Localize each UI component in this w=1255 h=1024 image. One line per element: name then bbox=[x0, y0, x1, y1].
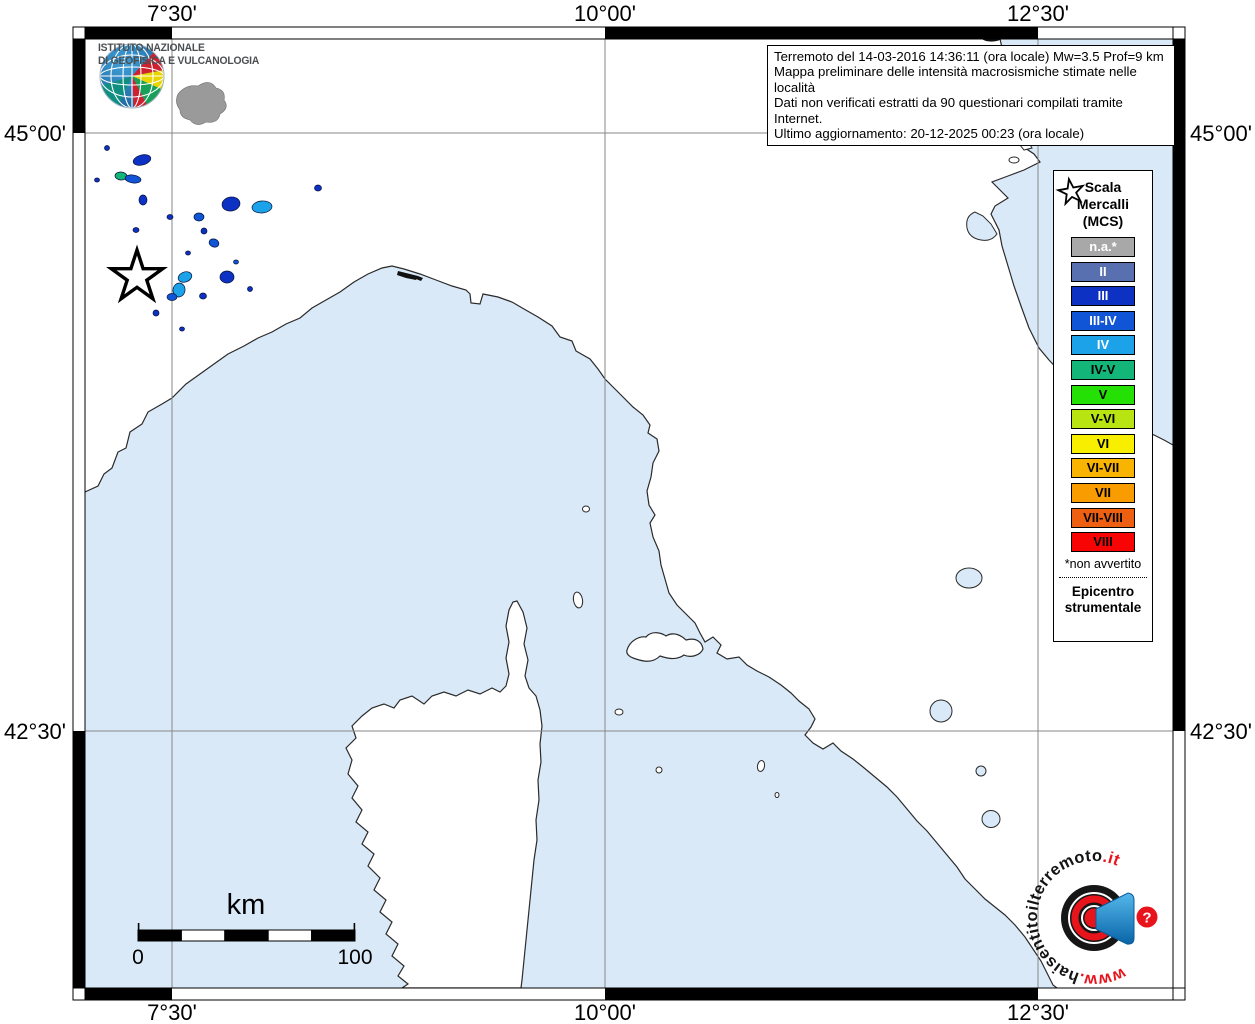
locality-blob bbox=[219, 270, 235, 284]
lagoon-comacchio bbox=[966, 211, 998, 241]
locality-blob bbox=[193, 212, 205, 222]
legend-epicenter-line1: Epicentro bbox=[1071, 583, 1135, 599]
locality-blob bbox=[247, 286, 253, 292]
island-giannutri bbox=[774, 792, 780, 798]
question-badge bbox=[1136, 906, 1158, 928]
scale-unit-label: km bbox=[226, 889, 266, 921]
lake-bolsena bbox=[929, 699, 953, 723]
lagoon-island bbox=[1008, 156, 1020, 164]
legend-title-line3: (MCS) bbox=[1082, 213, 1124, 229]
axis-label-bottom-2: 12°30' bbox=[1007, 1000, 1069, 1024]
locality-blob bbox=[314, 184, 322, 192]
lake-trasimeno bbox=[955, 567, 983, 589]
locality-blob bbox=[152, 309, 160, 317]
legend-chip-vi: VI bbox=[1071, 433, 1135, 454]
legend-chip-iii: III bbox=[1071, 286, 1135, 307]
axis-label-right-0: 45°00' bbox=[1190, 121, 1252, 146]
island-capraia bbox=[572, 591, 584, 609]
legend-divider bbox=[1059, 576, 1147, 578]
ingv-logo: ISTITUTO NAZIONALE DI GEOFISICA E VULCAN… bbox=[98, 42, 269, 109]
legend-chip-ii: II bbox=[1071, 261, 1135, 282]
locality-blob bbox=[199, 292, 207, 300]
question-mark: ? bbox=[1142, 910, 1151, 927]
info-line-map-type: Mappa preliminare delle intensità macros… bbox=[774, 64, 1137, 95]
legend-chip-vii: VII bbox=[1071, 482, 1135, 503]
locality-blobs-layer bbox=[94, 145, 322, 332]
locality-blob bbox=[94, 177, 100, 183]
axis-label-top-1: 10°00' bbox=[574, 1, 636, 26]
island-montecristo bbox=[655, 766, 663, 774]
megaphone-icon bbox=[1095, 892, 1135, 945]
coast-detail-marks bbox=[397, 271, 423, 281]
legend-chip-iv-v: IV-V bbox=[1071, 359, 1135, 380]
axis-label-right-1: 42°30' bbox=[1190, 719, 1252, 744]
locality-blob bbox=[124, 174, 142, 184]
locality-blob bbox=[132, 227, 140, 233]
scale-end-label: 100 bbox=[337, 946, 373, 969]
legend-chip-iii-iv: III-IV bbox=[1071, 310, 1135, 331]
info-line-event: Terremoto del 14-03-2016 14:36:11 (ora l… bbox=[774, 49, 1164, 64]
locality-blob bbox=[179, 326, 185, 332]
locality-blob bbox=[172, 282, 186, 298]
locality-blob bbox=[185, 250, 191, 256]
locality-blob bbox=[104, 145, 110, 151]
legend-chip-v-vi: V-VI bbox=[1071, 409, 1135, 430]
island-pianosa bbox=[614, 708, 624, 716]
legend-chip-viii: VIII bbox=[1071, 532, 1135, 553]
locality-blob bbox=[233, 259, 239, 265]
locality-blob bbox=[208, 238, 220, 248]
axis-label-bottom-0: 7°30' bbox=[147, 1000, 197, 1024]
site-logo-tld: .it bbox=[1101, 848, 1122, 870]
legend-footnote: *non avvertito bbox=[1064, 556, 1142, 571]
locality-blob bbox=[132, 154, 152, 166]
legend-title-line2: Mercalli bbox=[1076, 196, 1130, 212]
locality-blob bbox=[177, 271, 193, 283]
axis-label-bottom-1: 10°00' bbox=[574, 1000, 636, 1024]
legend-chip-vi-vii: VI-VII bbox=[1071, 458, 1135, 479]
lake-bracciano bbox=[981, 810, 1001, 828]
scale-start-label: 0 bbox=[132, 946, 144, 969]
locality-blob bbox=[138, 194, 148, 206]
axis-label-left-0: 45°00' bbox=[4, 121, 66, 146]
sea-tyrrhenian bbox=[85, 266, 1057, 988]
island-gorgona bbox=[582, 505, 590, 513]
locality-blob bbox=[200, 227, 208, 235]
legend-chip-n-a-: n.a.* bbox=[1071, 237, 1135, 257]
locality-blob bbox=[251, 200, 273, 214]
locality-blob bbox=[166, 214, 174, 220]
legend-chip-iv: IV bbox=[1071, 335, 1135, 356]
map-frame bbox=[72, 26, 1186, 1001]
ingv-logo-text: ISTITUTO NAZIONALE DI GEOFISICA E VULCAN… bbox=[98, 42, 259, 68]
ingv-globe-icon bbox=[99, 43, 165, 109]
epicenter-star bbox=[106, 244, 168, 304]
coastline-ligurian bbox=[85, 265, 1058, 988]
info-line-data-source: Dati non verificati estratti da 90 quest… bbox=[774, 95, 1123, 126]
locality-blob bbox=[221, 196, 241, 212]
lake-vico bbox=[975, 765, 987, 777]
earthquake-info-box: Terremoto del 14-03-2016 14:36:11 (ora l… bbox=[767, 45, 1175, 147]
island-elba bbox=[626, 632, 704, 662]
locality-blob bbox=[166, 293, 178, 301]
ingv-logo-line1: ISTITUTO NAZIONALE bbox=[98, 42, 205, 54]
legend-chip-vii-viii: VII-VIII bbox=[1071, 507, 1135, 528]
legend-epicenter-label: Epicentro strumentale bbox=[1054, 584, 1152, 616]
legend-title-line1: Scala bbox=[1084, 179, 1122, 195]
ingv-logo-line2: DI GEOFISICA E VULCANOLOGIA bbox=[98, 55, 260, 67]
municipality-na-gray bbox=[176, 82, 227, 125]
info-line-updated: Ultimo aggiornamento: 20-12-2025 00:23 (… bbox=[774, 126, 1085, 142]
axis-label-left-1: 42°30' bbox=[4, 719, 66, 744]
legend-title: Scala Mercalli (MCS) bbox=[1054, 179, 1152, 230]
axis-label-top-2: 12°30' bbox=[1007, 1, 1069, 26]
island-giglio bbox=[756, 760, 766, 772]
mercalli-legend: Scala Mercalli (MCS) n.a.* II III III-IV IV I… bbox=[1053, 170, 1153, 642]
legend-chip-v: V bbox=[1071, 384, 1135, 405]
legend-epicenter-line2: strumentale bbox=[1064, 599, 1142, 615]
legend-chip-list: n.a.* II III III-IV IV IV-V V V-VI VI VI-VII VII VI… bbox=[1054, 237, 1152, 553]
axis-label-top-0: 7°30' bbox=[147, 1, 197, 26]
legend-star-icon bbox=[1055, 176, 1086, 207]
island-corsica bbox=[345, 600, 543, 988]
scale-bar bbox=[137, 923, 356, 942]
